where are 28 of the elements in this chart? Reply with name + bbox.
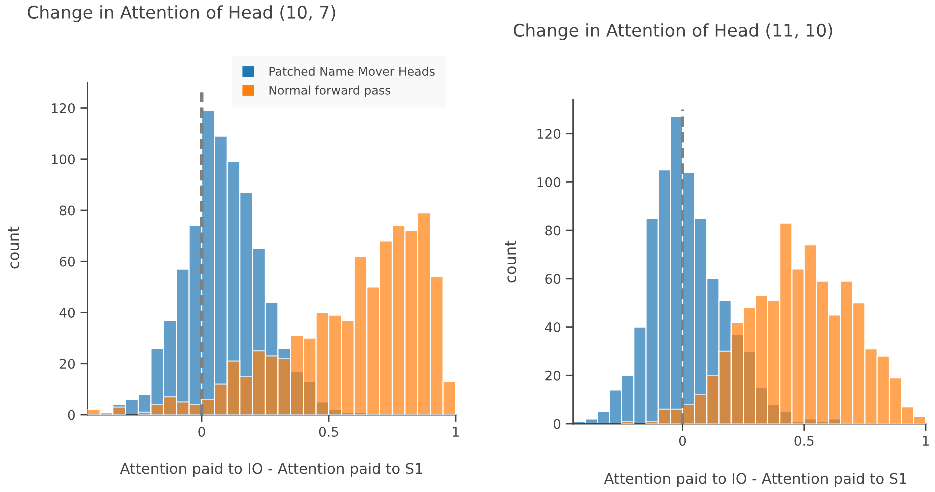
y-tick-label: 0 bbox=[68, 410, 76, 420]
y-tick-label: 60 bbox=[546, 274, 561, 284]
y-axis-title: count bbox=[505, 240, 516, 283]
y-tick-label: 20 bbox=[60, 359, 76, 370]
y-tick-label: 40 bbox=[545, 322, 561, 332]
chart-title: Change in Attention of Head (10, 7) bbox=[28, 6, 336, 22]
legend-label: Patched Name Mover Heads bbox=[270, 66, 435, 76]
y-tick-label: 100 bbox=[538, 177, 561, 188]
y-tick-label: 80 bbox=[546, 226, 561, 236]
x-tick-label: 0 bbox=[679, 436, 686, 446]
y-tick-label: 120 bbox=[538, 129, 561, 140]
y-tick-label: 100 bbox=[52, 154, 76, 165]
x-tick-label: 0.5 bbox=[319, 427, 338, 438]
y-tick-label: 120 bbox=[52, 103, 76, 114]
x-tick-label: 1 bbox=[923, 436, 929, 446]
y-tick-label: 80 bbox=[60, 206, 76, 216]
x-tick-label: 1 bbox=[453, 427, 459, 437]
x-axis-title: Attention paid to IO - Attention paid to S1 bbox=[604, 472, 906, 488]
chart-title: Change in Attention of Head (11, 10) bbox=[514, 24, 832, 40]
y-axis-title: count bbox=[8, 226, 20, 269]
y-tick-label: 60 bbox=[60, 256, 76, 267]
y-tick-label: 0 bbox=[554, 419, 561, 430]
y-tick-label: 20 bbox=[546, 370, 561, 381]
y-tick-label: 40 bbox=[60, 308, 76, 318]
legend-label: Normal forward pass bbox=[270, 86, 391, 98]
x-tick-label: 0.5 bbox=[794, 436, 814, 446]
x-axis-title: Attention paid to IO - Attention paid to S1 bbox=[120, 462, 422, 478]
x-tick-label: 0 bbox=[198, 427, 206, 438]
